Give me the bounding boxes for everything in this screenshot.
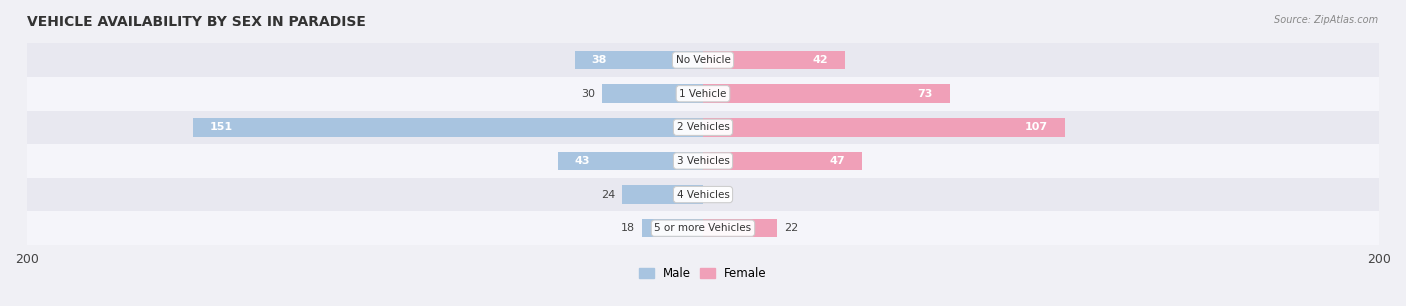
Text: 30: 30 — [581, 89, 595, 99]
Text: VEHICLE AVAILABILITY BY SEX IN PARADISE: VEHICLE AVAILABILITY BY SEX IN PARADISE — [27, 15, 366, 29]
Bar — [27, 178, 1379, 211]
Text: 38: 38 — [592, 55, 607, 65]
Text: 73: 73 — [918, 89, 932, 99]
Text: No Vehicle: No Vehicle — [675, 55, 731, 65]
Bar — [27, 110, 1379, 144]
Text: 3 Vehicles: 3 Vehicles — [676, 156, 730, 166]
Text: Source: ZipAtlas.com: Source: ZipAtlas.com — [1274, 15, 1378, 25]
Bar — [643, 219, 703, 237]
Bar — [193, 118, 703, 136]
Bar — [27, 43, 1379, 77]
Text: 0: 0 — [710, 190, 717, 200]
Bar — [602, 84, 703, 103]
Text: 24: 24 — [600, 190, 614, 200]
Text: 1 Vehicle: 1 Vehicle — [679, 89, 727, 99]
Text: 151: 151 — [209, 122, 232, 132]
Bar — [27, 144, 1379, 178]
Bar — [558, 152, 703, 170]
Bar — [703, 118, 1064, 136]
Bar — [27, 77, 1379, 110]
Text: 4 Vehicles: 4 Vehicles — [676, 190, 730, 200]
Text: 43: 43 — [575, 156, 591, 166]
Bar — [27, 211, 1379, 245]
Bar — [703, 219, 778, 237]
Text: 47: 47 — [830, 156, 845, 166]
Text: 22: 22 — [785, 223, 799, 233]
Bar — [575, 51, 703, 69]
Legend: Male, Female: Male, Female — [640, 267, 766, 280]
Text: 18: 18 — [621, 223, 636, 233]
Text: 107: 107 — [1025, 122, 1047, 132]
Bar — [621, 185, 703, 204]
Bar — [703, 51, 845, 69]
Bar — [703, 152, 862, 170]
Bar — [703, 84, 950, 103]
Text: 42: 42 — [813, 55, 828, 65]
Text: 2 Vehicles: 2 Vehicles — [676, 122, 730, 132]
Text: 5 or more Vehicles: 5 or more Vehicles — [654, 223, 752, 233]
